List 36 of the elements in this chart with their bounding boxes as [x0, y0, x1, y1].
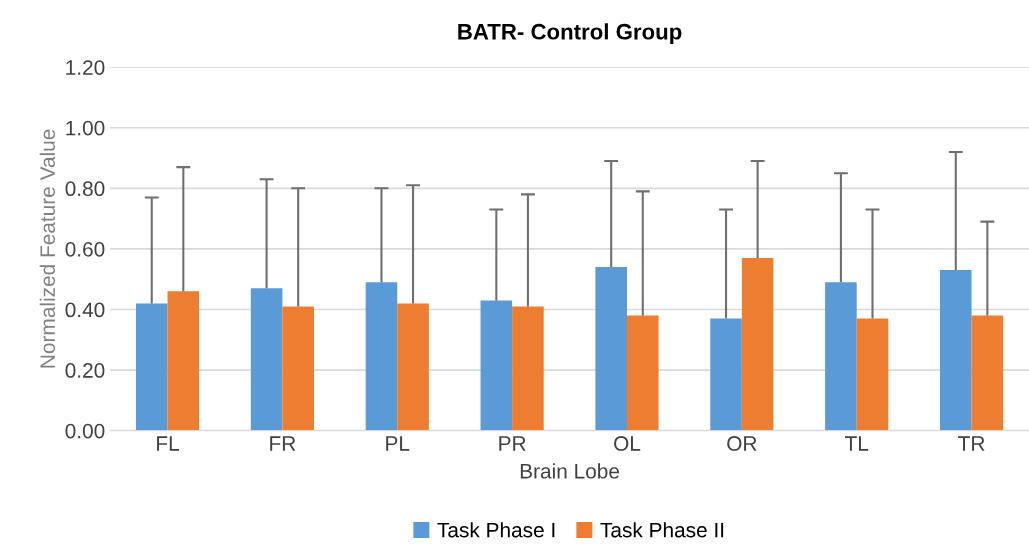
bar — [710, 318, 742, 431]
bar — [365, 282, 398, 431]
bar — [856, 318, 889, 431]
legend-label: Task Phase II — [600, 522, 724, 538]
bar — [135, 303, 168, 431]
y-tick-label: 1.00 — [66, 120, 105, 136]
x-tick-label: PL — [386, 436, 410, 451]
bar — [741, 258, 774, 431]
x-tick-label: FL — [157, 436, 179, 451]
y-tick-label: 0.60 — [65, 241, 105, 257]
x-tick-label: FR — [270, 436, 296, 451]
x-tick-label: TR — [958, 436, 985, 451]
x-tick-label: OR — [727, 436, 757, 451]
bar — [397, 303, 429, 431]
x-tick-label: TL — [845, 436, 869, 451]
x-tick-label: PR — [499, 436, 526, 451]
bar — [971, 315, 1004, 431]
y-tick-label: 0.80 — [65, 181, 105, 197]
x-axis-title: Brain Lobe — [520, 463, 620, 479]
y-tick-label: 1.20 — [66, 60, 105, 75]
legend-label: Task Phase I — [437, 522, 555, 538]
bar — [939, 270, 972, 431]
y-tick-label: 0.20 — [65, 363, 105, 378]
y-tick-label: 0.40 — [65, 302, 105, 318]
y-axis-title: Normalized Feature Value — [39, 129, 56, 368]
bar — [626, 315, 659, 431]
y-tick-label: 0.00 — [65, 423, 105, 439]
bar — [282, 306, 314, 431]
bar — [167, 291, 200, 431]
x-tick-label: OL — [614, 436, 641, 451]
bar — [825, 282, 857, 431]
chart-title: BATR- Control Group — [458, 23, 682, 44]
bar — [512, 306, 544, 431]
bar — [480, 300, 513, 431]
bar — [595, 267, 627, 431]
bar — [250, 288, 283, 431]
